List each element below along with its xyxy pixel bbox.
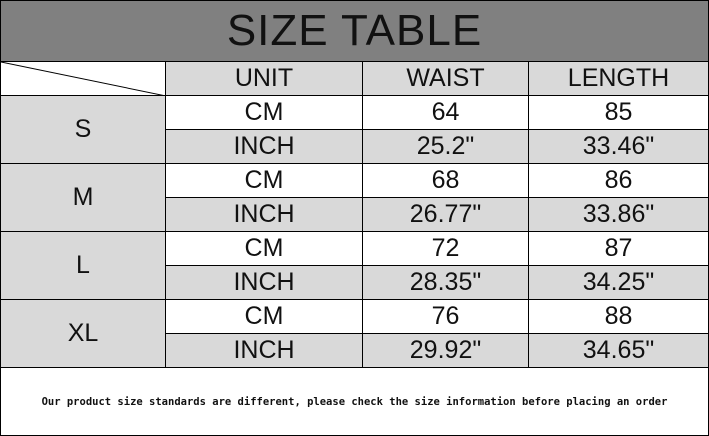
size-table: UNIT WAIST LENGTH S CM 64 85 INCH 25.2" 33.46"… bbox=[0, 61, 709, 368]
size-cell: M bbox=[0, 163, 166, 232]
unit-cell: CM bbox=[165, 231, 363, 266]
table-row: INCH 29.92" 34.65" bbox=[1, 333, 709, 368]
waist-cell: 76 bbox=[362, 299, 529, 334]
unit-cell: INCH bbox=[165, 197, 363, 232]
unit-cell: CM bbox=[165, 95, 363, 130]
size-note: Our product size standards are different… bbox=[0, 367, 709, 436]
length-cell: 86 bbox=[528, 163, 709, 198]
waist-cell: 72 bbox=[362, 231, 529, 266]
page-title: SIZE TABLE bbox=[0, 0, 709, 62]
waist-cell: 29.92" bbox=[362, 333, 529, 368]
unit-cell: CM bbox=[165, 299, 363, 334]
table-row: XL CM 76 88 bbox=[0, 299, 709, 368]
size-cell: L bbox=[0, 231, 166, 300]
unit-cell: CM bbox=[165, 163, 363, 198]
length-cell: 34.65" bbox=[528, 333, 709, 368]
header-row: UNIT WAIST LENGTH bbox=[0, 61, 709, 96]
length-cell: 34.25" bbox=[528, 265, 709, 300]
length-cell: 33.86" bbox=[528, 197, 709, 232]
unit-cell: INCH bbox=[165, 129, 363, 164]
length-cell: 85 bbox=[528, 95, 709, 130]
waist-cell: 68 bbox=[362, 163, 529, 198]
corner-cell bbox=[0, 61, 166, 96]
table-row: INCH 28.35" 34.25" bbox=[1, 265, 709, 300]
unit-cell: INCH bbox=[165, 265, 363, 300]
header-waist: WAIST bbox=[362, 61, 529, 96]
waist-cell: 25.2" bbox=[362, 129, 529, 164]
table-row: S CM 64 85 bbox=[0, 95, 709, 164]
length-cell: 88 bbox=[528, 299, 709, 334]
waist-cell: 28.35" bbox=[362, 265, 529, 300]
size-cell: XL bbox=[0, 299, 166, 368]
waist-cell: 64 bbox=[362, 95, 529, 130]
table-row: L CM 72 87 bbox=[0, 231, 709, 300]
waist-cell: 26.77" bbox=[362, 197, 529, 232]
length-cell: 33.46" bbox=[528, 129, 709, 164]
header-unit: UNIT bbox=[165, 61, 363, 96]
size-cell: S bbox=[0, 95, 166, 164]
length-cell: 87 bbox=[528, 231, 709, 266]
header-length: LENGTH bbox=[528, 61, 709, 96]
table-row: M CM 68 86 bbox=[0, 163, 709, 232]
unit-cell: INCH bbox=[165, 333, 363, 368]
table-row: INCH 26.77" 33.86" bbox=[1, 197, 709, 232]
